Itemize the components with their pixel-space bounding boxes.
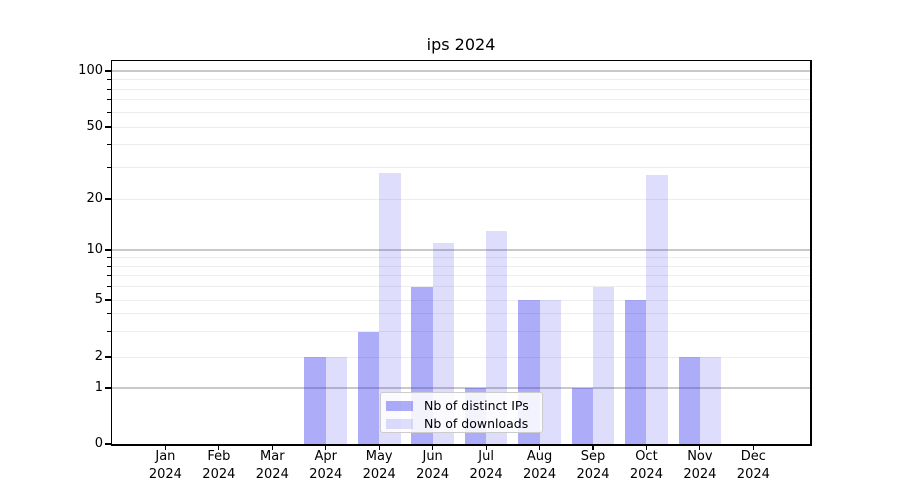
x-tick-label: Sep 2024 (576, 449, 610, 482)
y-tick-minor (107, 286, 111, 288)
y-tick-minor (107, 99, 111, 101)
legend-item-downloads: Nb of downloads (386, 415, 542, 433)
bar-aug-downloads (539, 300, 561, 444)
gridline-minor (112, 88, 810, 90)
bar-apr-ips (304, 357, 326, 444)
y-tick-minor (107, 313, 111, 315)
x-tick-label: Feb 2024 (202, 449, 236, 482)
x-tick (271, 445, 273, 450)
y-tick-label: 50 (86, 119, 103, 134)
y-tick-label: 1 (94, 380, 103, 395)
gridline-minor (112, 166, 810, 168)
gridline-minor (112, 299, 810, 301)
bar-may-downloads (379, 172, 401, 444)
gridline-minor (112, 79, 810, 80)
y-tick-minor (107, 144, 111, 146)
x-tick (325, 445, 327, 450)
chart-title: ips 2024 (426, 35, 496, 54)
gridline-minor (112, 126, 810, 128)
axis-spine-right (810, 59, 812, 446)
x-tick-label: Oct 2024 (629, 449, 663, 482)
y-tick-label: 10 (86, 242, 103, 257)
y-tick-major (104, 70, 111, 72)
y-tick-minor (107, 111, 111, 113)
bar-oct-downloads (646, 175, 668, 444)
x-tick-label: Nov 2024 (683, 449, 717, 482)
x-tick-label: Dec 2024 (736, 449, 770, 482)
bar-nov-downloads (699, 357, 722, 444)
y-tick-minor (107, 265, 111, 267)
x-tick-label: Jun 2024 (416, 449, 450, 482)
y-tick-label: 5 (94, 292, 103, 307)
y-tick-major (104, 299, 111, 301)
gridline-minor (112, 198, 810, 200)
x-tick (432, 445, 434, 450)
y-tick-major (104, 387, 111, 389)
y-tick-minor (107, 166, 111, 168)
y-tick-label: 2 (94, 349, 103, 364)
x-tick-label: Jul 2024 (469, 449, 503, 482)
axis-spine-top (110, 59, 812, 61)
y-tick-major (104, 198, 111, 200)
bar-sep-downloads (593, 286, 615, 444)
bar-may-ips (357, 331, 380, 444)
legend-label-ips: Nb of distinct IPs (424, 398, 529, 413)
gridline-minor (112, 99, 810, 101)
x-tick (538, 445, 541, 450)
x-tick-label: May 2024 (362, 449, 396, 482)
y-tick-minor (107, 257, 111, 259)
y-tick-label: 20 (86, 191, 103, 206)
x-tick (218, 445, 220, 450)
gridline-minor (112, 275, 810, 277)
gridline-minor (112, 331, 810, 333)
legend: Nb of distinct IPs Nb of downloads (380, 392, 543, 433)
axis-spine-left (110, 59, 112, 446)
gridline-major (112, 249, 810, 251)
axis-spine-bottom (110, 444, 812, 446)
gridline-minor (112, 286, 810, 288)
y-tick-major (104, 126, 111, 128)
y-tick-label: 100 (78, 63, 103, 78)
y-tick-minor (107, 88, 111, 90)
gridline-minor (112, 265, 810, 267)
bar-apr-downloads (325, 357, 348, 444)
y-tick-major (104, 356, 111, 358)
y-tick-minor (107, 275, 111, 277)
gridline-major (112, 387, 810, 389)
x-tick (378, 445, 380, 450)
y-tick-major (104, 249, 111, 251)
x-tick (164, 445, 166, 450)
x-tick (485, 445, 487, 450)
legend-swatch-downloads (386, 419, 413, 429)
y-tick-minor (107, 331, 111, 333)
y-tick-major (104, 443, 111, 445)
x-tick-label: Apr 2024 (309, 449, 343, 482)
bar-jul-downloads (486, 230, 508, 444)
x-tick (645, 445, 648, 450)
gridline-major (112, 70, 810, 72)
bar-nov-ips (678, 357, 700, 444)
gridline-minor (112, 111, 810, 113)
legend-item-distinct-ips: Nb of distinct IPs (386, 397, 542, 415)
bar-sep-ips (571, 388, 593, 444)
bar-oct-ips (625, 300, 647, 444)
gridline-minor (112, 313, 810, 315)
gridline-minor (112, 257, 810, 259)
x-tick-label: Mar 2024 (255, 449, 289, 482)
x-tick-label: Aug 2024 (523, 449, 557, 482)
x-tick-label: Jan 2024 (148, 449, 182, 482)
y-tick-label: 0 (94, 436, 103, 451)
x-tick (752, 445, 754, 450)
y-tick-minor (107, 79, 111, 80)
legend-label-downloads: Nb of downloads (424, 416, 529, 431)
gridline-minor (112, 144, 810, 146)
x-tick (699, 445, 701, 450)
legend-swatch-ips (386, 401, 413, 411)
x-tick (592, 445, 594, 450)
gridline-minor (112, 356, 810, 358)
